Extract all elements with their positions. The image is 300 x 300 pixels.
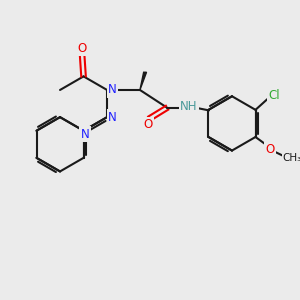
Text: N: N [108,83,117,97]
Text: N: N [81,128,89,141]
Text: CH₃: CH₃ [283,153,300,163]
Text: O: O [77,42,87,55]
Text: O: O [143,118,153,131]
Text: Cl: Cl [268,89,280,102]
Polygon shape [140,72,146,90]
Text: NH: NH [180,100,198,113]
Text: N: N [108,111,117,124]
Text: O: O [265,143,274,156]
